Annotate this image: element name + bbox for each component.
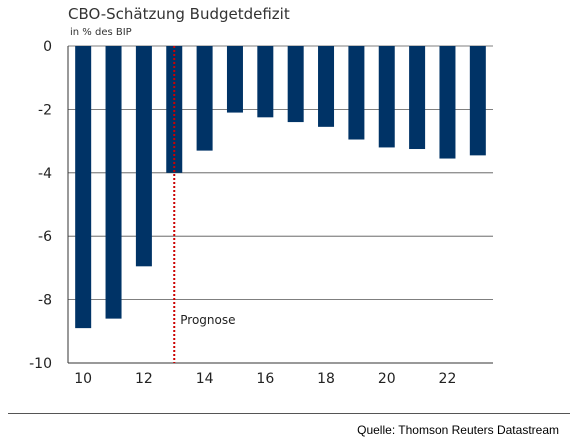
y-tick-label: -8 [38,293,52,309]
bar [75,46,92,329]
chart-title: CBO-Schätzung Budgetdefizit [68,5,290,23]
x-tick-label: 14 [196,371,214,387]
y-tick-label: -2 [38,102,52,118]
x-tick-label: 22 [439,371,457,387]
y-tick-label: 0 [43,39,52,55]
footer-rule [8,413,570,414]
x-tick-label: 10 [74,371,92,387]
bar [166,46,183,173]
bar [439,46,456,159]
bar [287,46,304,123]
y-tick-label: -4 [38,166,52,182]
x-tick-label: 12 [135,371,153,387]
bar [378,46,395,148]
x-tick-label: 18 [317,371,335,387]
bar [196,46,213,151]
prognose-label: Prognose [180,313,235,327]
bar [318,46,335,127]
chart-subtitle: in % des BIP [70,27,132,38]
bar [257,46,274,118]
bar [409,46,426,150]
x-tick-label: 16 [256,371,274,387]
x-tick-label: 20 [378,371,396,387]
bar [348,46,365,140]
bar [469,46,486,156]
bar [105,46,122,319]
source-note: Quelle: Thomson Reuters Datastream [357,423,559,437]
bar [135,46,152,267]
y-tick-label: -6 [38,229,52,245]
bar [226,46,243,113]
y-tick-label: -10 [29,356,52,372]
